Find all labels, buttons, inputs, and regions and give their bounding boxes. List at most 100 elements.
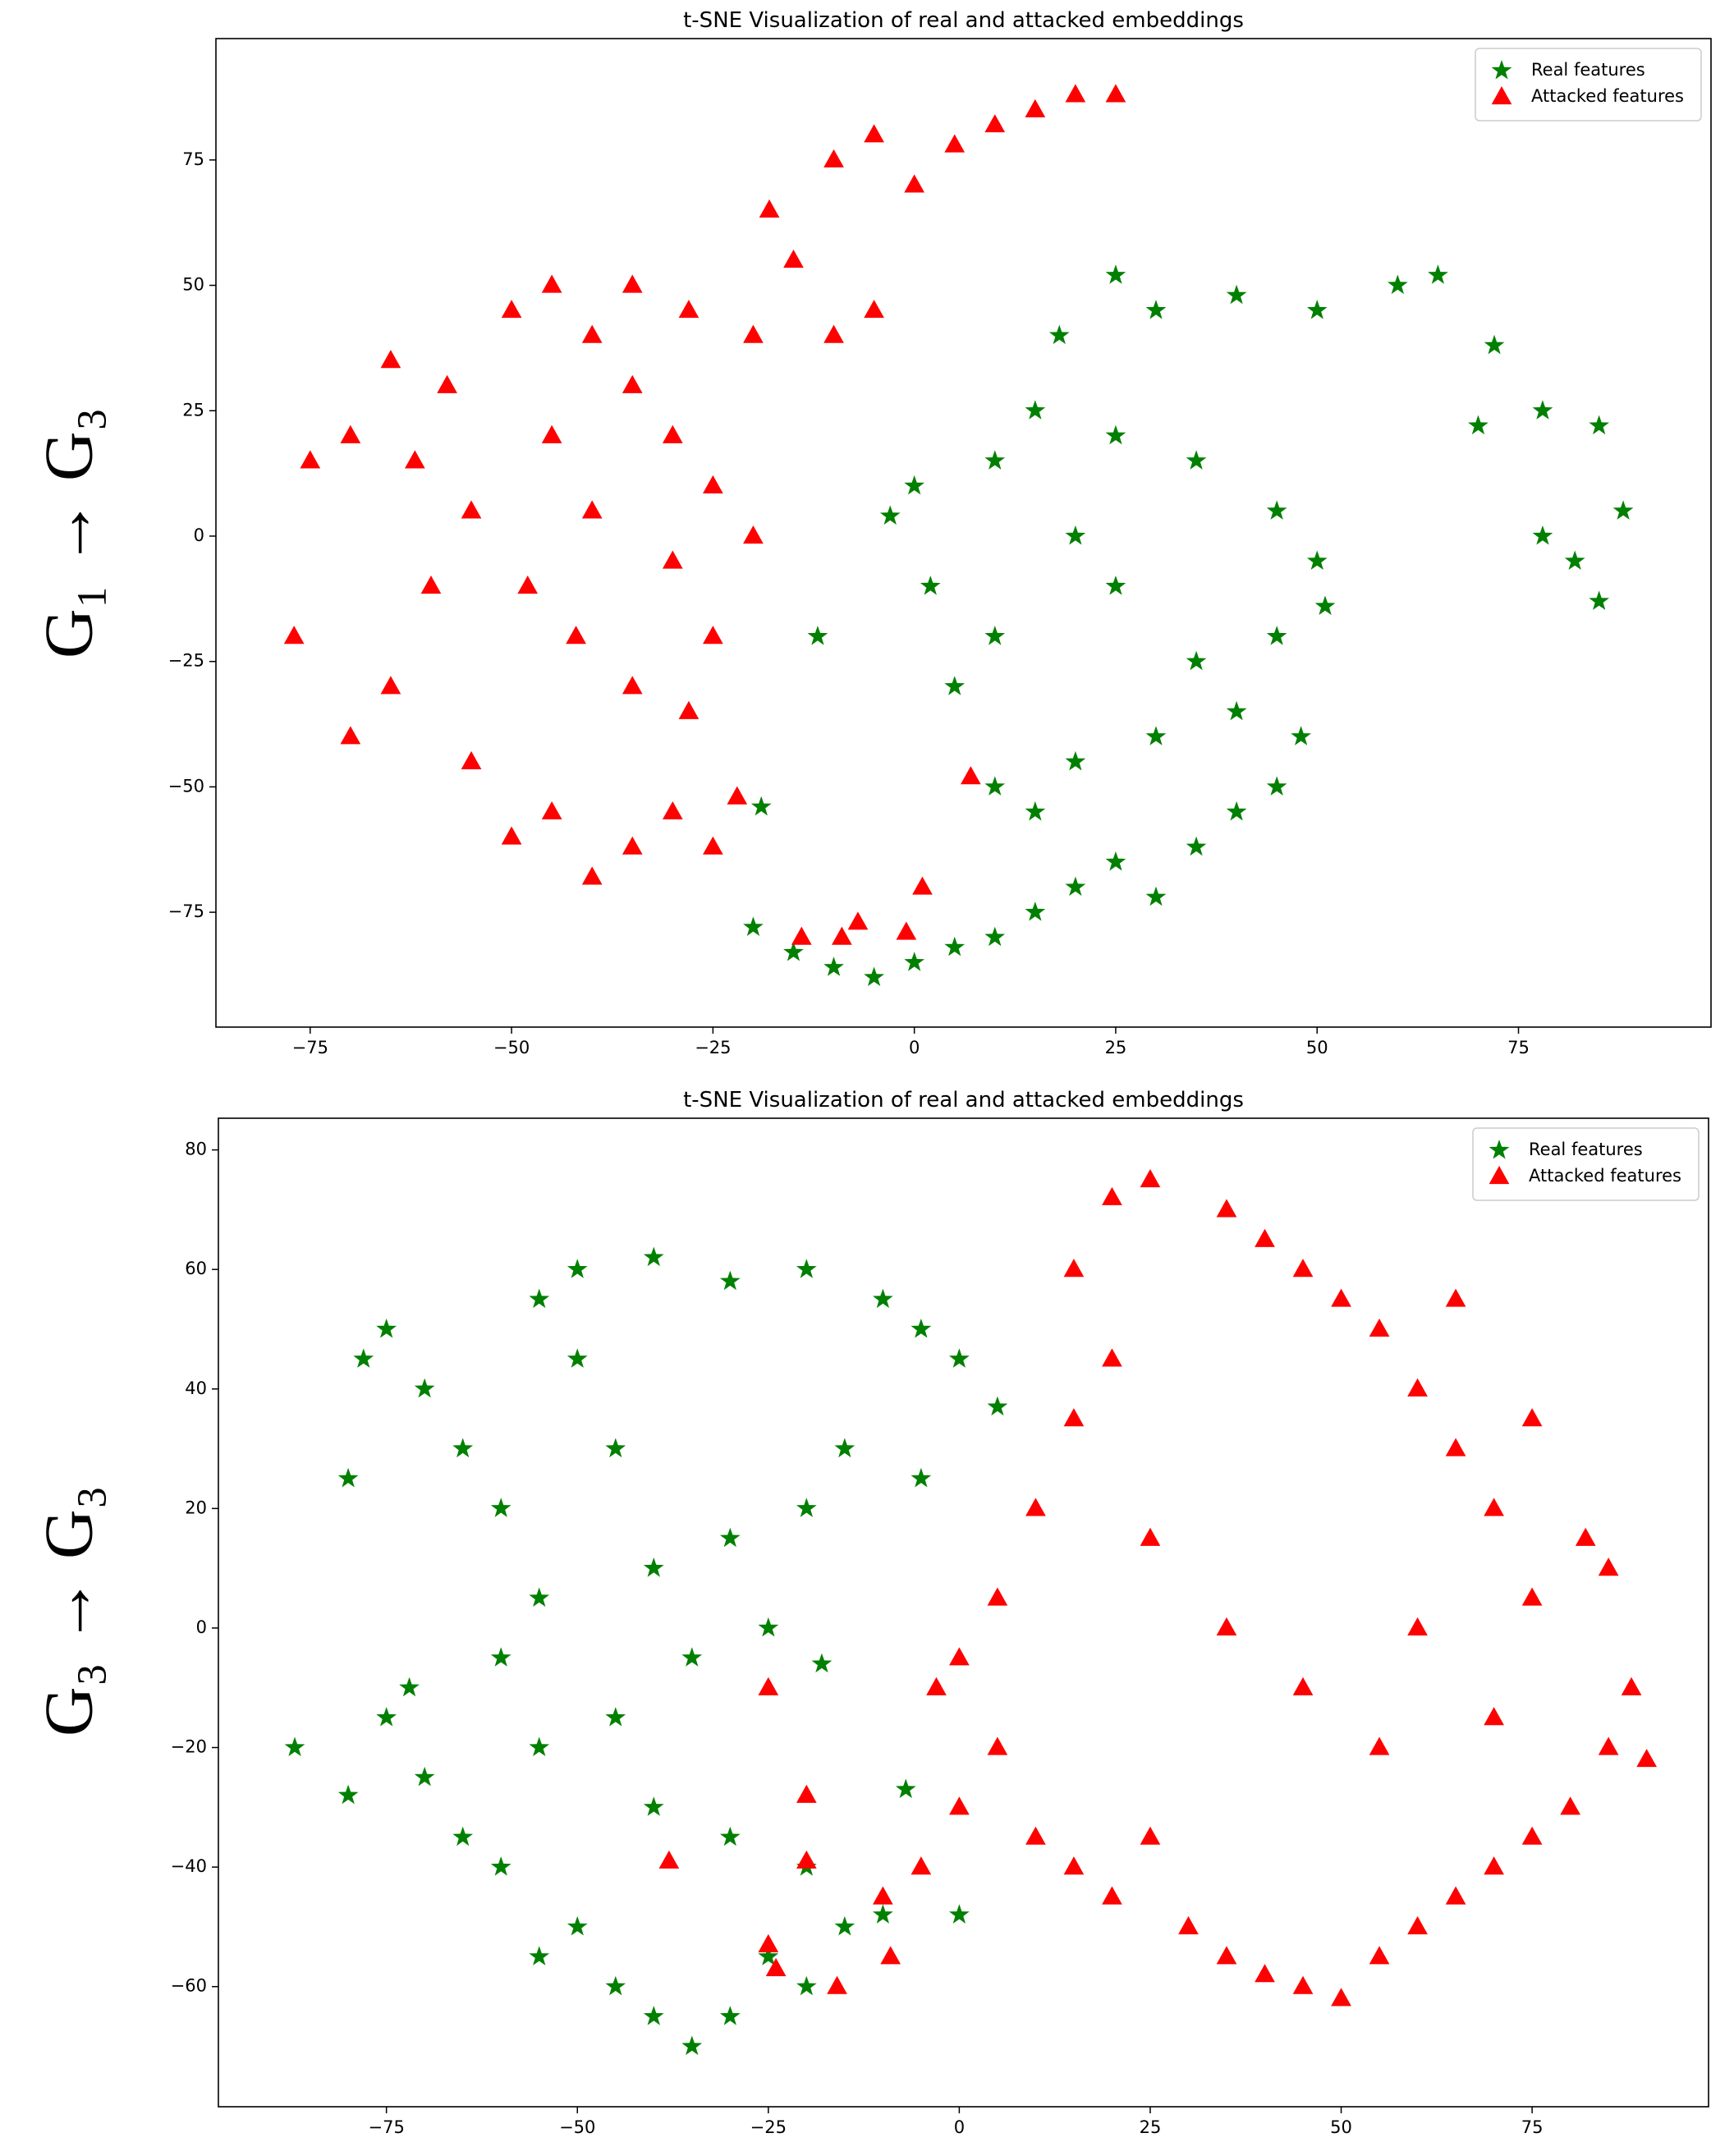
point — [1331, 1988, 1351, 2007]
point — [1266, 500, 1287, 520]
point — [895, 1778, 916, 1798]
point — [1186, 450, 1207, 470]
legend-box — [1475, 48, 1702, 122]
point — [1589, 590, 1609, 610]
legend-label: Attacked features — [1531, 86, 1684, 106]
point — [1291, 726, 1311, 745]
point — [501, 826, 522, 845]
chart: t-SNE Visualization of real and attacked… — [30, 8, 1712, 1057]
point — [1292, 1259, 1314, 1278]
y-tick-label: 50 — [182, 275, 204, 295]
x-tick-label: 25 — [1140, 2117, 1162, 2137]
point — [984, 114, 1006, 133]
point — [490, 1647, 511, 1667]
point — [743, 916, 764, 936]
point — [567, 1348, 588, 1368]
x-tick-label: −50 — [559, 2117, 595, 2137]
point — [912, 876, 933, 895]
point — [1025, 1826, 1046, 1845]
chart-title: t-SNE Visualization of real and attacked… — [683, 8, 1244, 33]
point — [727, 786, 748, 805]
point — [765, 1957, 787, 1976]
point — [340, 424, 361, 443]
y-tick-label: −50 — [168, 776, 204, 796]
point — [1598, 1557, 1619, 1576]
point — [1065, 84, 1086, 103]
point — [1560, 1796, 1580, 1815]
point — [529, 1736, 550, 1756]
point — [847, 911, 869, 930]
legend: Real features Attacked features — [1475, 48, 1702, 122]
point — [796, 1498, 817, 1517]
point — [1226, 800, 1247, 821]
point — [1532, 400, 1553, 420]
legend-marker — [1491, 86, 1512, 105]
point — [1102, 1186, 1122, 1205]
point — [759, 199, 780, 218]
point — [1468, 415, 1489, 435]
point — [529, 1288, 550, 1309]
point — [1521, 1826, 1543, 1845]
point — [581, 500, 603, 519]
point — [1388, 274, 1408, 295]
point — [622, 374, 643, 393]
point — [911, 1319, 932, 1338]
legend: Real features Attacked features — [1472, 1127, 1700, 1201]
point — [681, 1647, 703, 1667]
x-tick-label: 25 — [1105, 1038, 1127, 1057]
point — [1025, 800, 1046, 821]
point — [420, 576, 442, 594]
point — [581, 866, 603, 885]
point — [758, 1946, 779, 1966]
point — [1025, 400, 1046, 420]
point — [1145, 300, 1167, 319]
point — [1226, 700, 1247, 721]
point — [529, 1587, 550, 1607]
point — [1306, 300, 1328, 319]
point — [949, 1647, 970, 1666]
point — [1063, 1856, 1085, 1875]
point — [376, 1319, 397, 1338]
point — [567, 1915, 588, 1936]
x-tick-label: −25 — [695, 1038, 731, 1057]
point — [987, 1396, 1008, 1416]
point — [1065, 525, 1086, 545]
point — [1063, 1259, 1085, 1278]
point — [719, 1270, 741, 1291]
point — [1407, 1915, 1428, 1934]
point — [783, 249, 804, 268]
point — [879, 505, 901, 525]
point — [380, 350, 401, 369]
point — [452, 1438, 474, 1458]
point — [1048, 324, 1070, 345]
point — [750, 796, 772, 816]
point — [414, 1766, 435, 1787]
x-tick-label: 50 — [1330, 2117, 1352, 2137]
point — [758, 1934, 779, 1952]
point — [926, 1677, 947, 1695]
point — [807, 626, 828, 645]
point — [944, 134, 966, 153]
point — [984, 450, 1006, 470]
point — [1484, 1707, 1504, 1726]
point — [1598, 1736, 1619, 1755]
point — [1532, 525, 1553, 545]
point — [1521, 1587, 1543, 1606]
x-tick-label: 75 — [1521, 2117, 1544, 2137]
point — [376, 1707, 397, 1727]
point — [873, 1904, 893, 1924]
point — [987, 1736, 1008, 1755]
point — [987, 1587, 1008, 1606]
point — [681, 2035, 703, 2055]
point — [541, 800, 562, 820]
point — [834, 1438, 856, 1458]
point — [811, 1653, 833, 1673]
point — [1216, 1946, 1237, 1965]
point — [1484, 334, 1505, 355]
point — [1105, 576, 1126, 595]
point — [1445, 1288, 1466, 1307]
point — [490, 1856, 511, 1876]
point — [490, 1498, 511, 1517]
legend-marker — [1489, 1166, 1510, 1185]
